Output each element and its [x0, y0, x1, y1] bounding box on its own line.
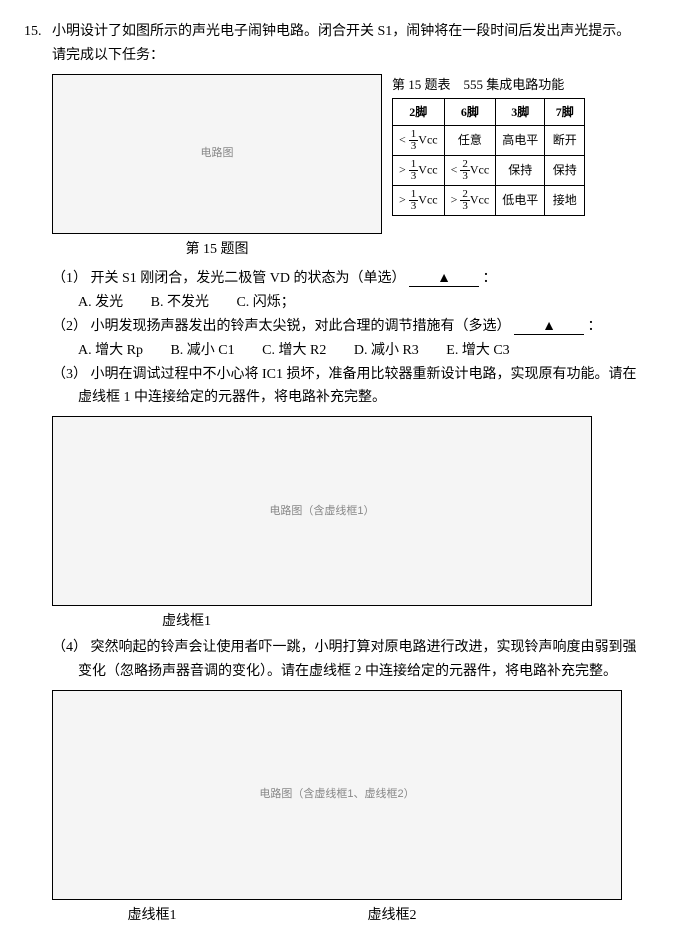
table-header: 6脚 — [444, 98, 496, 125]
table-cell: 断开 — [545, 126, 585, 156]
table-cell: > 13Vcc — [393, 156, 445, 186]
part-4-caption-left: 虚线框1 — [52, 904, 252, 928]
opt-1A: A. 发光 — [78, 291, 123, 315]
part-1-colon: ： — [483, 271, 497, 286]
stem-line-2: 请完成以下任务： — [52, 48, 164, 63]
function-table-block: 第 15 题表 555 集成电路功能 2脚6脚3脚7脚 < 13Vcc任意高电平断… — [392, 74, 585, 216]
table-cell: 高电平 — [496, 126, 545, 156]
part-3-line2: 虚线框 1 中连接给定的元器件，将电路补充完整。 — [78, 386, 668, 410]
part-3-diagram-block: 电路图（含虚线框1） 虚线框1 — [52, 416, 668, 634]
main-circuit-diagram: 电路图 — [52, 74, 382, 234]
part-3: （3） 小明在调试过程中不小心将 IC1 损坏，准备用比较器重新设计电路，实现原… — [52, 363, 668, 387]
part-1-label: （1） — [52, 271, 87, 286]
part-4-text1: 突然响起的铃声会让使用者吓一跳，小明打算对原电路进行改进，实现铃声响度由弱到强 — [91, 640, 637, 655]
table-cell: > 13Vcc — [393, 186, 445, 216]
question-body: 小明设计了如图所示的声光电子闹钟电路。闭合开关 S1，闹钟将在一段时间后发出声光… — [52, 20, 668, 68]
part-4: （4） 突然响起的铃声会让使用者吓一跳，小明打算对原电路进行改进，实现铃声响度由… — [52, 636, 668, 660]
table-caption: 第 15 题表 555 集成电路功能 — [392, 74, 585, 96]
opt-1C: C. 闪烁； — [236, 291, 294, 315]
question-number: 15. — [24, 20, 52, 68]
part-4-label: （4） — [52, 640, 87, 655]
table-header: 2脚 — [393, 98, 445, 125]
function-table: 2脚6脚3脚7脚< 13Vcc任意高电平断开> 13Vcc< 23Vcc保持保持… — [392, 98, 585, 216]
opt-2E: E. 增大 C3 — [446, 339, 509, 363]
part-4-caption-right: 虚线框2 — [302, 904, 482, 928]
main-diagram-block: 电路图 第 15 题图 — [52, 74, 382, 262]
opt-2B: B. 减小 C1 — [170, 339, 234, 363]
part-2-options: A. 增大 Rp B. 减小 C1 C. 增大 R2 D. 减小 R3 E. 增… — [78, 339, 668, 363]
opt-2C: C. 增大 R2 — [262, 339, 326, 363]
table-cell: 接地 — [545, 186, 585, 216]
part-1-blank[interactable]: ▲ — [409, 272, 479, 287]
table-cell: 任意 — [444, 126, 496, 156]
part-2-colon: ： — [588, 319, 602, 334]
part-2-blank[interactable]: ▲ — [514, 320, 584, 335]
table-cell: > 23Vcc — [444, 186, 496, 216]
part-2: （2） 小明发现扬声器发出的铃声太尖锐，对此合理的调节措施有（多选） ▲ ： — [52, 315, 668, 339]
part-2-text: 小明发现扬声器发出的铃声太尖锐，对此合理的调节措施有（多选） — [91, 319, 511, 334]
part-1-text: 开关 S1 刚闭合，发光二极管 VD 的状态为（单选） — [91, 271, 406, 286]
part-1-options: A. 发光 B. 不发光 C. 闪烁； — [78, 291, 668, 315]
opt-1B: B. 不发光 — [151, 291, 209, 315]
part-4-circuit-diagram: 电路图（含虚线框1、虚线框2） — [52, 690, 622, 900]
table-cell: 保持 — [496, 156, 545, 186]
table-cell: 保持 — [545, 156, 585, 186]
part-3-diagram-caption: 虚线框1 — [162, 610, 668, 634]
part-4-line2: 变化（忽略扬声器音调的变化）。请在虚线框 2 中连接给定的元器件，将电路补充完整… — [78, 660, 668, 684]
part-3-label: （3） — [52, 367, 87, 382]
table-cell: < 23Vcc — [444, 156, 496, 186]
main-diagram-caption: 第 15 题图 — [52, 238, 382, 262]
part-1: （1） 开关 S1 刚闭合，发光二极管 VD 的状态为（单选） ▲ ： — [52, 267, 668, 291]
question-stem: 15. 小明设计了如图所示的声光电子闹钟电路。闭合开关 S1，闹钟将在一段时间后… — [24, 20, 668, 68]
part-3-circuit-diagram: 电路图（含虚线框1） — [52, 416, 592, 606]
part-4-diagram-block: 电路图（含虚线框1、虚线框2） 虚线框1 虚线框2 — [52, 690, 668, 928]
table-header: 3脚 — [496, 98, 545, 125]
top-row: 电路图 第 15 题图 第 15 题表 555 集成电路功能 2脚6脚3脚7脚 <… — [52, 74, 668, 262]
part-3-text2: 虚线框 1 中连接给定的元器件，将电路补充完整。 — [78, 390, 386, 405]
table-cell: 低电平 — [496, 186, 545, 216]
opt-2D: D. 减小 R3 — [354, 339, 419, 363]
table-cell: < 13Vcc — [393, 126, 445, 156]
stem-line-1: 小明设计了如图所示的声光电子闹钟电路。闭合开关 S1，闹钟将在一段时间后发出声光… — [52, 24, 630, 39]
part-2-label: （2） — [52, 319, 87, 334]
table-header: 7脚 — [545, 98, 585, 125]
opt-2A: A. 增大 Rp — [78, 339, 143, 363]
part-4-text2: 变化（忽略扬声器音调的变化）。请在虚线框 2 中连接给定的元器件，将电路补充完整… — [78, 664, 617, 679]
part-3-text1: 小明在调试过程中不小心将 IC1 损坏，准备用比较器重新设计电路，实现原有功能。… — [91, 367, 637, 382]
